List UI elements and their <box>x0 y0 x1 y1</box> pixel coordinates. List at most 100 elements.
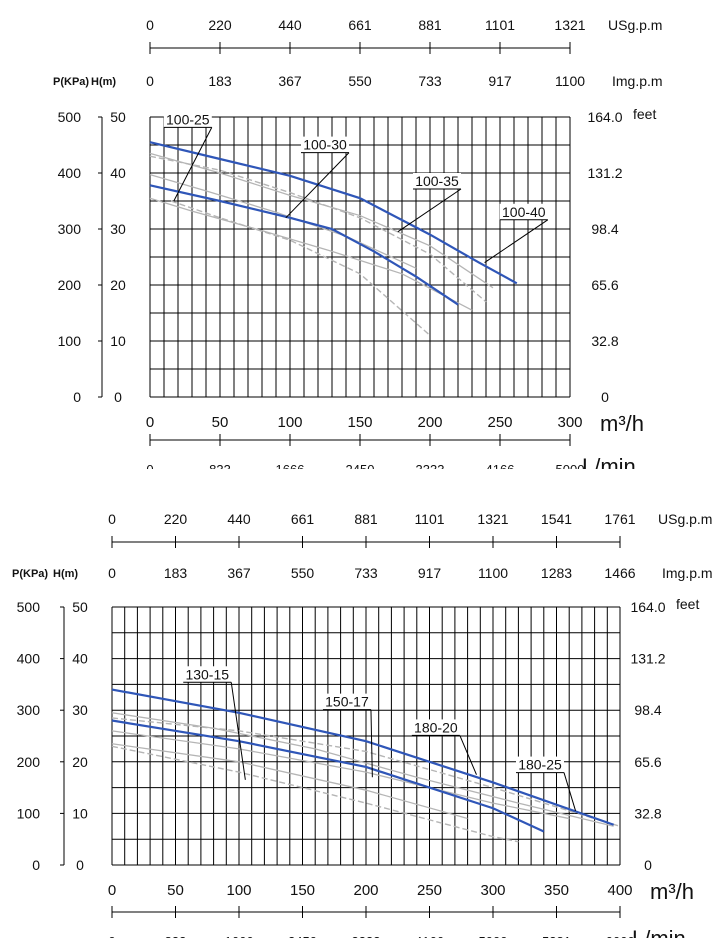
lmin-tick-label: 2450 <box>346 462 375 469</box>
x-tick-label: 0 <box>146 414 154 431</box>
lmin-unit: L/min <box>632 926 686 938</box>
feet-tick-label: 131.2 <box>587 165 622 181</box>
x-tick-label: 200 <box>417 414 442 431</box>
callout-leader <box>459 735 477 775</box>
imgpm-tick-label: 550 <box>291 565 315 581</box>
callout-bg <box>322 693 371 710</box>
usgpm-unit: USg.p.m <box>608 17 662 33</box>
feet-unit: feet <box>676 596 699 612</box>
h-tick-label: 10 <box>110 333 126 349</box>
callout-bg <box>499 203 548 220</box>
imgpm-unit: Img.p.m <box>612 73 663 89</box>
h-m-header: H(m) <box>91 76 116 88</box>
x-tick-label: 300 <box>557 414 582 431</box>
callout-label-180-20: 180-20 <box>414 719 458 735</box>
chart-100-series: 0 220 440 661 881 1101 1321 USg.p.m 0 183 367 550 73… <box>53 17 663 469</box>
feet-tick-label: 131.2 <box>630 651 665 667</box>
h-tick-label: 20 <box>72 754 88 770</box>
h-tick-label: 50 <box>72 599 88 615</box>
callout-bg <box>301 136 349 153</box>
imgpm-tick-label: 1100 <box>555 73 585 89</box>
lmin-tick-label: 4166 <box>486 462 515 469</box>
imgpm-tick-label: 1283 <box>541 565 572 581</box>
x-tick-label: 100 <box>277 414 302 431</box>
x-tick-label: 50 <box>167 882 184 899</box>
h-tick-label: 20 <box>110 277 126 293</box>
p-tick-label: 300 <box>17 702 41 718</box>
callout-bg <box>411 719 460 736</box>
feet-tick-label: 0 <box>644 857 652 873</box>
callout-bg <box>183 666 232 683</box>
imgpm-unit: Img.p.m <box>662 565 713 581</box>
feet-tick-label: 164.0 <box>630 599 665 615</box>
usgpm-tick-label: 220 <box>164 511 188 527</box>
feet-tick-label: 32.8 <box>634 805 661 821</box>
usgpm-tick-label: 440 <box>227 511 251 527</box>
callout-label-100-25: 100-25 <box>166 111 210 127</box>
callout-leader <box>397 188 462 233</box>
h-tick-label: 0 <box>76 857 84 873</box>
usgpm-tick-label: 661 <box>291 511 315 527</box>
lmin-tick-label: 5381 <box>542 934 571 938</box>
p-tick-label: 500 <box>17 599 41 615</box>
usgpm-tick-label: 0 <box>146 17 154 33</box>
m3h-unit: m³/h <box>650 879 694 904</box>
pump-curve-100-25 <box>170 200 431 336</box>
usgpm-tick-label: 1761 <box>604 511 635 527</box>
callout-label-100-35: 100-35 <box>415 173 459 189</box>
feet-tick-label: 32.8 <box>591 333 618 349</box>
callout-label-130-15: 130-15 <box>185 666 229 682</box>
usgpm-unit: USg.p.m <box>658 511 712 527</box>
imgpm-tick-label: 733 <box>354 565 378 581</box>
callout-leader <box>484 219 549 264</box>
imgpm-tick-label: 733 <box>418 73 442 89</box>
x-tick-label: 0 <box>108 882 116 899</box>
x-tick-label: 150 <box>290 882 315 899</box>
callout-leader <box>370 709 373 778</box>
efficiency-line <box>149 174 417 269</box>
usgpm-tick-label: 220 <box>208 17 232 33</box>
lmin-tick-label: 3333 <box>416 462 445 469</box>
lmin-tick-label: 0 <box>146 462 153 469</box>
grid <box>111 606 621 866</box>
lmin-tick-label: 2450 <box>288 934 317 938</box>
callout-leader <box>173 127 213 202</box>
pump-curve-100-40 <box>149 141 518 285</box>
lmin-tick-label: 1666 <box>225 934 254 938</box>
feet-tick-label: 98.4 <box>634 702 661 718</box>
usgpm-tick-label: 1321 <box>477 511 508 527</box>
lmin-tick-label: 833 <box>209 462 231 469</box>
callout-bg <box>413 173 461 189</box>
usgpm-tick-label: 1101 <box>485 17 515 33</box>
imgpm-tick-label: 0 <box>146 73 154 89</box>
usgpm-tick-label: 881 <box>418 17 442 33</box>
usgpm-tick-label: 1321 <box>554 17 585 33</box>
feet-tick-label: 65.6 <box>591 277 618 293</box>
chart-130-180-series: 0 220 440 661 881 1101 1321 1541 1761 USg.p.m 0 183… <box>12 511 713 938</box>
p-tick-label: 400 <box>17 651 41 667</box>
callout-label-150-17: 150-17 <box>325 694 369 710</box>
x-tick-label: 400 <box>607 882 632 899</box>
p-tick-label: 200 <box>17 754 41 770</box>
imgpm-tick-label: 367 <box>227 565 251 581</box>
h-tick-label: 30 <box>72 702 88 718</box>
x-tick-label: 250 <box>417 882 442 899</box>
imgpm-tick-label: 550 <box>348 73 372 89</box>
feet-tick-label: 0 <box>601 389 609 405</box>
feet-tick-label: 164.0 <box>587 109 622 125</box>
imgpm-tick-label: 0 <box>108 565 116 581</box>
efficiency-line <box>111 712 614 827</box>
callout-label-100-40: 100-40 <box>502 204 546 220</box>
x-tick-label: 200 <box>353 882 378 899</box>
pump-curve-150-17 <box>111 745 519 843</box>
h-m-header: H(m) <box>53 568 78 580</box>
lmin-tick-label: 0 <box>108 934 115 938</box>
x-tick-label: 300 <box>480 882 505 899</box>
usgpm-tick-label: 1101 <box>414 511 444 527</box>
pump-curve-100-35 <box>149 155 487 303</box>
imgpm-tick-label: 1100 <box>478 565 508 581</box>
p-kpa-header: P(KPa) <box>53 76 89 88</box>
callout-bg <box>515 756 564 773</box>
